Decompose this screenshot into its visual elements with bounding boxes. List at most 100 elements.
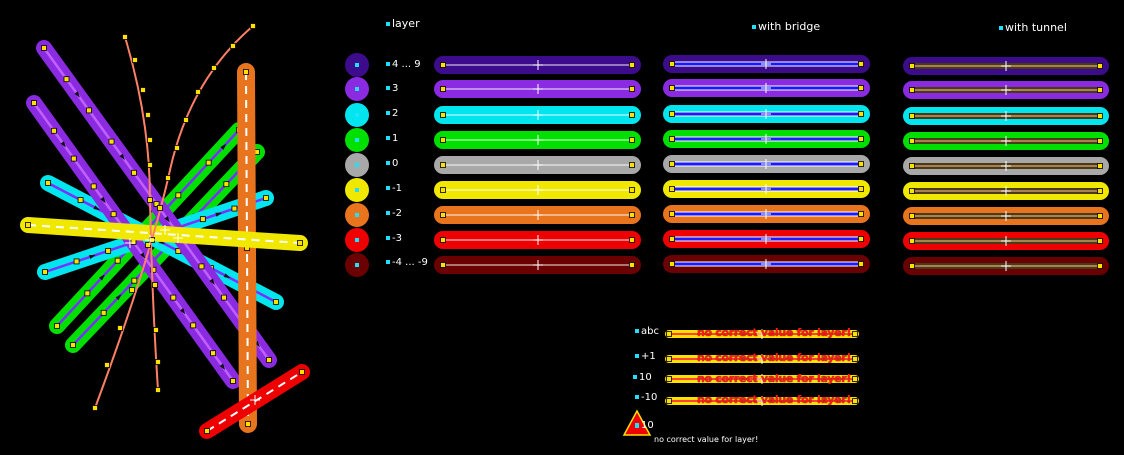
node-marker bbox=[152, 282, 158, 288]
node-marker bbox=[230, 43, 236, 49]
invalid-layer-label: abc bbox=[635, 326, 659, 338]
node-marker bbox=[165, 175, 171, 181]
node-marker bbox=[852, 398, 858, 404]
node-marker bbox=[70, 155, 77, 162]
node-marker bbox=[84, 290, 91, 297]
direction-arrow bbox=[99, 274, 105, 281]
midpoint-cross bbox=[761, 83, 771, 93]
midpoint-cross bbox=[533, 185, 543, 195]
node-marker bbox=[132, 57, 138, 63]
node-marker bbox=[852, 356, 858, 362]
header-with-bridge: with bridge bbox=[752, 20, 820, 33]
midpoint-cross bbox=[1001, 211, 1011, 221]
node-marker bbox=[440, 137, 446, 143]
node-marker bbox=[909, 213, 915, 219]
node-marker bbox=[440, 212, 446, 218]
midpoint-cross bbox=[533, 84, 543, 94]
midpoint-cross bbox=[757, 396, 767, 406]
node-marker bbox=[105, 247, 112, 254]
node-marker bbox=[77, 197, 84, 203]
layer-symbol-dot bbox=[355, 163, 359, 167]
layer-legend-rows bbox=[345, 53, 1109, 277]
node-marker bbox=[100, 309, 107, 316]
node-marker bbox=[669, 136, 675, 142]
diagram-way bbox=[26, 95, 241, 389]
direction-arrow bbox=[115, 294, 122, 301]
node-marker bbox=[440, 62, 446, 68]
node-marker bbox=[155, 359, 161, 365]
diagram-centerline bbox=[206, 371, 303, 432]
node-marker bbox=[852, 376, 858, 382]
diagram-centerline bbox=[27, 224, 301, 244]
node-marker bbox=[243, 69, 249, 75]
layer-symbol-dot bbox=[355, 63, 359, 67]
node-marker bbox=[629, 86, 635, 92]
invalid-layer-label: 10 bbox=[633, 372, 652, 384]
node-marker bbox=[629, 137, 635, 143]
layer-row bbox=[345, 203, 1109, 227]
node-marker bbox=[629, 237, 635, 243]
midpoint-cross bbox=[761, 59, 771, 69]
midpoint-cross bbox=[1001, 111, 1011, 121]
midpoint-cross bbox=[145, 235, 155, 245]
node-marker bbox=[147, 197, 153, 203]
node-marker bbox=[1097, 138, 1103, 144]
layer-label: 0 bbox=[386, 158, 398, 170]
node-marker bbox=[1097, 188, 1103, 194]
node-marker bbox=[223, 181, 230, 188]
node-marker bbox=[669, 236, 675, 242]
node-marker bbox=[440, 237, 446, 243]
layer-symbol-dot bbox=[355, 188, 359, 192]
node-marker bbox=[122, 34, 128, 40]
diagram-way bbox=[237, 63, 257, 433]
direction-arrow bbox=[74, 91, 80, 98]
node-marker bbox=[909, 138, 915, 144]
invalid-layer-message: no correct value for layer! bbox=[697, 372, 852, 385]
layer-symbol-dot bbox=[355, 87, 359, 91]
node-marker bbox=[131, 169, 137, 176]
direction-arrow bbox=[223, 273, 231, 279]
midpoint-cross bbox=[533, 235, 543, 245]
header-layer: layer bbox=[386, 17, 420, 30]
layer-label: 2 bbox=[386, 108, 398, 120]
node-marker bbox=[147, 162, 153, 168]
layer-row bbox=[345, 228, 1109, 252]
layer-symbol-dot bbox=[355, 263, 359, 267]
node-marker bbox=[183, 117, 189, 123]
node-marker bbox=[41, 45, 47, 51]
node-marker bbox=[858, 111, 864, 117]
layer-label: -2 bbox=[386, 208, 402, 220]
node-marker bbox=[147, 137, 153, 143]
diagram-way bbox=[20, 217, 308, 251]
node-marker bbox=[63, 76, 70, 83]
node-marker bbox=[909, 87, 915, 93]
node-marker bbox=[669, 61, 675, 67]
node-marker bbox=[629, 262, 635, 268]
layer-row bbox=[345, 103, 1109, 127]
node-marker bbox=[669, 85, 675, 91]
node-marker bbox=[104, 362, 110, 368]
node-marker bbox=[666, 376, 672, 382]
direction-arrow bbox=[89, 255, 96, 260]
node-marker bbox=[858, 136, 864, 142]
direction-arrow bbox=[60, 141, 66, 148]
node-marker bbox=[73, 258, 80, 265]
node-marker bbox=[130, 239, 137, 245]
direction-arrow bbox=[140, 252, 146, 259]
node-marker bbox=[909, 188, 915, 194]
node-marker bbox=[629, 187, 635, 193]
node-marker bbox=[858, 61, 864, 67]
midpoint-cross bbox=[1001, 85, 1011, 95]
node-marker bbox=[858, 211, 864, 217]
node-marker bbox=[129, 287, 135, 293]
direction-arrow bbox=[164, 216, 170, 223]
node-marker bbox=[666, 398, 672, 404]
node-marker bbox=[1097, 238, 1103, 244]
node-marker bbox=[273, 299, 279, 305]
node-marker bbox=[210, 350, 217, 357]
node-marker bbox=[174, 145, 180, 151]
invalid-node-label: 10 bbox=[635, 420, 654, 432]
invalid-layer-message: no correct value for layer! bbox=[697, 351, 852, 364]
node-marker bbox=[1097, 213, 1103, 219]
node-marker bbox=[669, 161, 675, 167]
